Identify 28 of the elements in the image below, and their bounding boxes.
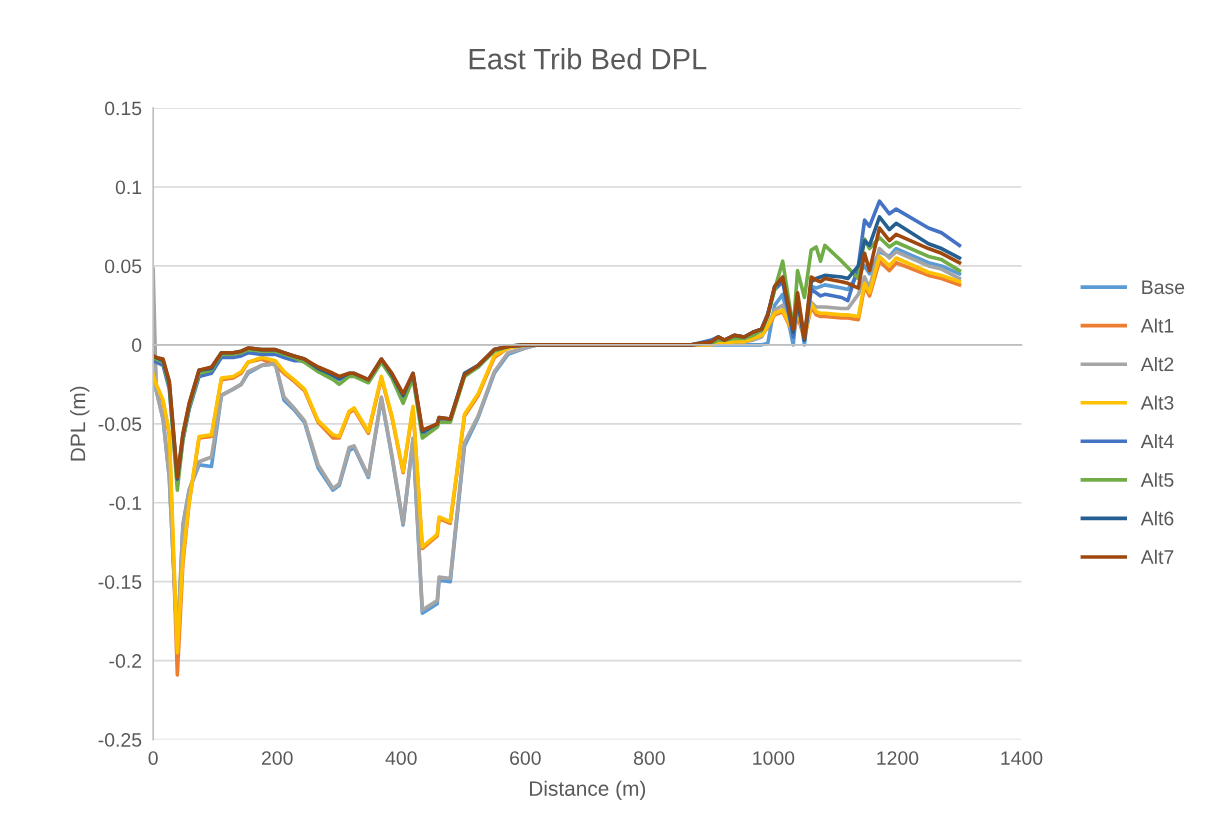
y-tick-label: -0.05 xyxy=(98,417,142,432)
x-tick-label: 200 xyxy=(261,751,293,765)
legend-label: Alt4 xyxy=(1140,434,1174,449)
x-tick-label: 600 xyxy=(510,751,541,765)
x-tick-label: 1400 xyxy=(1001,751,1043,765)
y-axis-title: DPL (m) xyxy=(69,386,90,461)
legend-label: Alt5 xyxy=(1140,472,1174,487)
x-axis-title: Distance (m) xyxy=(530,780,646,801)
legend-label: Alt2 xyxy=(1140,356,1174,372)
y-tick-label: 0.05 xyxy=(104,259,142,274)
legend-label: Base xyxy=(1142,280,1185,295)
x-tick-label: 400 xyxy=(385,751,417,765)
legend-label: Alt6 xyxy=(1140,511,1174,526)
x-tick-label: 800 xyxy=(633,751,665,765)
legend-label: Alt7 xyxy=(1140,549,1174,564)
y-tick-label: -0.1 xyxy=(109,496,142,510)
x-tick-label: 0 xyxy=(148,751,158,765)
y-tick-label: -0.15 xyxy=(98,575,142,589)
chart-title: East Trib Bed DPL xyxy=(469,48,707,70)
y-tick-label: 0.1 xyxy=(115,180,142,195)
y-tick-label: -0.2 xyxy=(109,654,142,668)
x-tick-label: 1200 xyxy=(877,751,919,765)
y-tick-label: 0.15 xyxy=(104,101,142,116)
y-tick-label: -0.25 xyxy=(98,733,142,747)
legend-label: Alt3 xyxy=(1140,395,1174,410)
x-tick-label: 1000 xyxy=(753,751,795,765)
legend-label: Alt1 xyxy=(1140,318,1174,333)
y-tick-label: 0 xyxy=(132,338,142,353)
